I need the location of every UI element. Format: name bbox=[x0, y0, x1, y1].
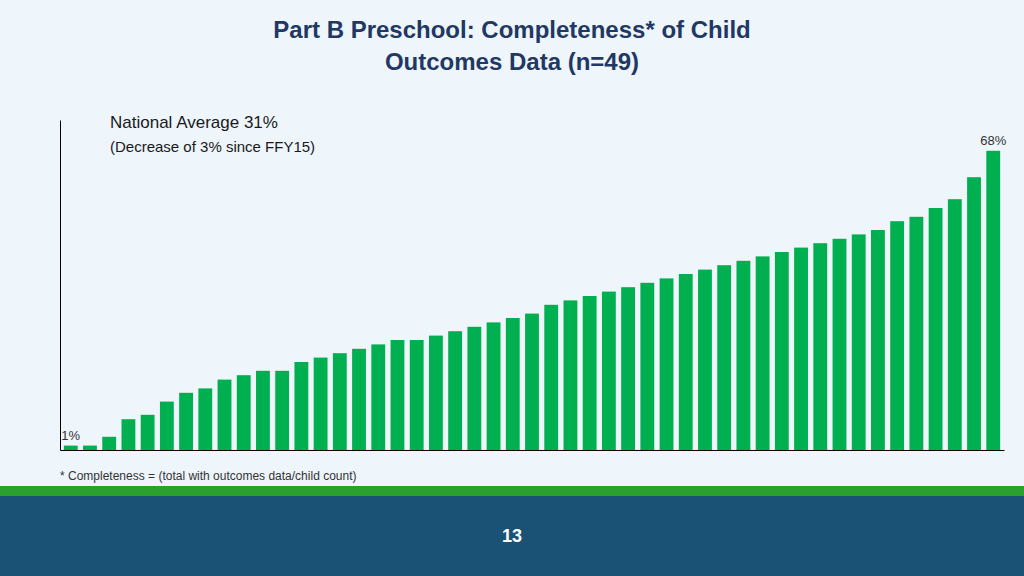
bar bbox=[736, 261, 750, 450]
y-axis-line bbox=[60, 121, 61, 451]
data-labels: 1% 68% bbox=[61, 133, 1006, 443]
bar bbox=[333, 353, 347, 450]
plot: 1% 68% bbox=[61, 121, 1007, 451]
bar bbox=[410, 340, 424, 450]
bar bbox=[602, 292, 616, 450]
bar bbox=[83, 446, 97, 450]
bar bbox=[852, 234, 866, 450]
bar bbox=[256, 371, 270, 450]
bar bbox=[544, 305, 558, 450]
bar bbox=[871, 230, 885, 450]
bar bbox=[102, 437, 116, 450]
bar bbox=[218, 380, 232, 450]
data-label: 68% bbox=[980, 133, 1006, 148]
bar bbox=[756, 256, 770, 450]
bar bbox=[698, 270, 712, 450]
bar bbox=[833, 239, 847, 450]
bar bbox=[986, 151, 1000, 450]
bars bbox=[64, 151, 1000, 450]
x-axis-line bbox=[61, 450, 1005, 451]
bar bbox=[352, 349, 366, 450]
bar bbox=[717, 265, 731, 450]
bar bbox=[141, 415, 155, 450]
chart: Part B Preschool: Completeness* of Child… bbox=[0, 0, 1024, 576]
bar bbox=[948, 199, 962, 450]
bar bbox=[237, 375, 251, 450]
footer-stripe bbox=[0, 486, 1024, 496]
title: Part B Preschool: Completeness* of Child bbox=[273, 16, 750, 43]
bar bbox=[909, 217, 923, 450]
footer bbox=[0, 496, 1024, 576]
annotation: National Average 31% bbox=[110, 113, 278, 132]
bar bbox=[198, 388, 212, 450]
bar bbox=[314, 358, 328, 450]
bar bbox=[371, 344, 385, 450]
bar bbox=[813, 243, 827, 450]
footnote: * Completeness = (total with outcomes da… bbox=[60, 469, 356, 483]
bar bbox=[64, 446, 78, 450]
bar bbox=[506, 318, 520, 450]
bar bbox=[391, 340, 405, 450]
data-label: 1% bbox=[61, 428, 80, 443]
bar bbox=[467, 327, 481, 450]
bar bbox=[621, 287, 635, 450]
bar bbox=[179, 393, 193, 450]
bar bbox=[679, 274, 693, 450]
background bbox=[0, 0, 1024, 576]
page-number: 13 bbox=[502, 526, 522, 546]
bar bbox=[525, 314, 539, 450]
bar bbox=[121, 419, 135, 450]
title: Outcomes Data (n=49) bbox=[385, 48, 639, 75]
bar bbox=[294, 362, 308, 450]
bar bbox=[275, 371, 289, 450]
bar bbox=[448, 331, 462, 450]
bar bbox=[660, 278, 674, 450]
annotation: (Decrease of 3% since FFY15) bbox=[110, 138, 315, 155]
bar bbox=[794, 248, 808, 450]
bar bbox=[890, 221, 904, 450]
bar bbox=[929, 208, 943, 450]
bar bbox=[775, 252, 789, 450]
bar bbox=[429, 336, 443, 450]
bar bbox=[640, 283, 654, 450]
bar bbox=[160, 402, 174, 450]
y-axis bbox=[60, 121, 61, 451]
bar bbox=[967, 177, 981, 450]
bar bbox=[487, 322, 501, 450]
bar bbox=[583, 296, 597, 450]
bar bbox=[564, 300, 578, 450]
